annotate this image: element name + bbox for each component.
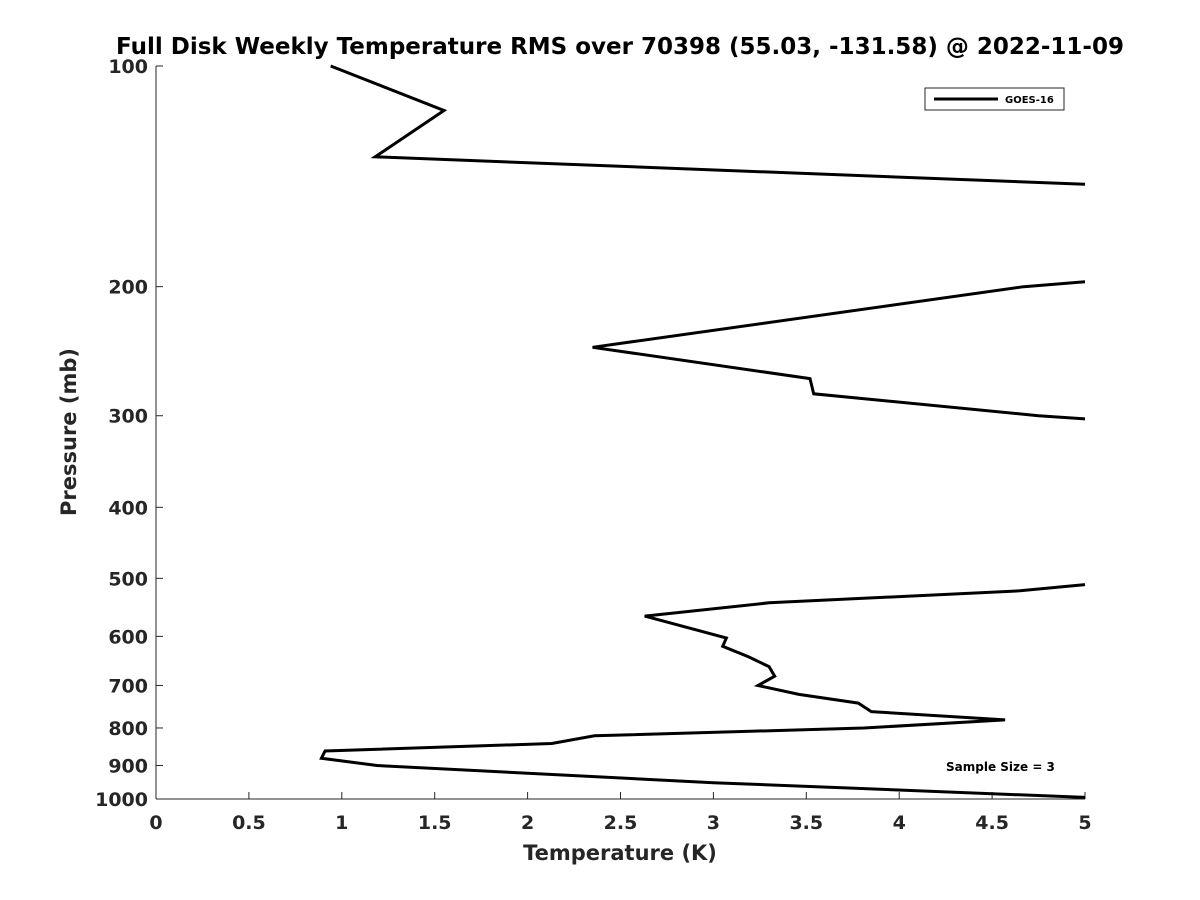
x-axis-label: Temperature (K): [523, 841, 717, 865]
y-tick-label: 500: [108, 568, 148, 590]
x-tick-label: 4: [893, 812, 906, 834]
y-tick-label: 100: [108, 56, 148, 78]
y-tick-label: 200: [108, 277, 148, 299]
x-tick-label: 4.5: [975, 812, 1009, 834]
y-tick-label: 900: [108, 755, 148, 777]
y-tick-label: 1000: [95, 789, 148, 811]
y-tick-label: 700: [108, 675, 148, 697]
series-line-goes-16: [319, 583, 1086, 799]
y-tick-label: 400: [108, 497, 148, 519]
chart-title: Full Disk Weekly Temperature RMS over 70…: [116, 34, 1124, 60]
series-layer: [319, 64, 1086, 799]
y-tick-label: 600: [108, 626, 148, 648]
x-tick-label: 1: [335, 812, 348, 834]
y-axis-label: Pressure (mb): [57, 348, 81, 516]
sample-size-annotation: Sample Size = 3: [946, 760, 1055, 774]
x-axis-ticks: 0 0.5 1 1.5 2 2.5 3 3.5 4 4.5 5: [149, 792, 1092, 834]
x-tick-label: 0: [149, 812, 162, 834]
legend: GOES-16: [924, 87, 1065, 111]
y-axis-ticks: 100 200 300 400 500 600 700 800 900 1000: [95, 56, 163, 811]
y-tick-label: 300: [108, 406, 148, 428]
plot-area: [156, 66, 1085, 799]
legend-entry-goes-16: GOES-16: [1005, 95, 1054, 106]
x-tick-label: 0.5: [232, 812, 266, 834]
x-tick-label: 3: [707, 812, 720, 834]
x-tick-label: 2: [521, 812, 534, 834]
x-tick-label: 2.5: [604, 812, 638, 834]
series-line-goes-16: [592, 280, 1086, 421]
x-tick-label: 3.5: [789, 812, 823, 834]
x-tick-label: 1.5: [418, 812, 452, 834]
y-tick-label: 800: [108, 718, 148, 740]
series-line-goes-16: [330, 64, 1086, 186]
x-tick-label: 5: [1078, 812, 1091, 834]
